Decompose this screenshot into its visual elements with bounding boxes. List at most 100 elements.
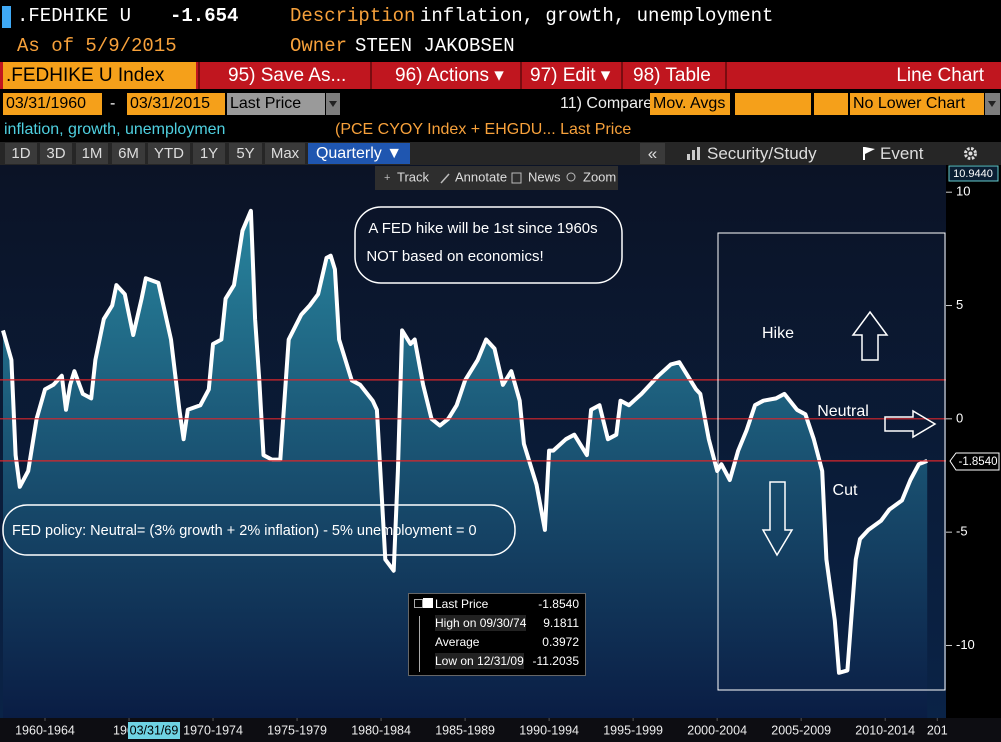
top-value-label: 10.9440 <box>953 168 993 180</box>
toolbar-button[interactable]: 95) Save As... <box>228 65 347 86</box>
security-study-button[interactable]: Security/Study <box>707 144 817 163</box>
status-block <box>2 6 11 28</box>
annotation: Neutral <box>817 403 869 420</box>
x-tick-label: 201 <box>927 723 948 737</box>
annotation: NOT based on economics! <box>366 248 543 265</box>
last-value-box <box>949 452 1000 471</box>
annotate-icon <box>440 173 450 184</box>
last-value-label: -1.8540 <box>958 456 997 468</box>
description-label: Description <box>290 5 416 27</box>
stat-label: Average <box>435 635 480 649</box>
mov-avgs[interactable]: Mov. Avgs <box>650 93 730 115</box>
x-tick-label: 1970-1974 <box>183 723 243 737</box>
x-tick-label: 1960-1964 <box>15 723 75 737</box>
period-button[interactable]: 1M <box>76 143 108 164</box>
flag-icon <box>863 147 875 160</box>
empty-field[interactable] <box>814 93 848 115</box>
tool-button[interactable]: Track <box>397 169 430 184</box>
callout <box>2 504 516 556</box>
dropdown-button[interactable] <box>985 93 1000 115</box>
start-date[interactable]: 03/31/1960 <box>3 93 102 115</box>
owner-label: Owner <box>290 35 348 57</box>
area <box>3 210 928 719</box>
annotation: FED policy: Neutral= (3% growth + 2% inf… <box>12 523 477 539</box>
event-button[interactable]: Event <box>880 144 924 163</box>
news-icon <box>511 172 522 184</box>
annotation: Cut <box>833 482 858 499</box>
dropdown-button[interactable] <box>326 93 340 115</box>
chart-tools <box>375 166 618 190</box>
y-tick-label: -5 <box>956 524 968 539</box>
up-arrow <box>851 310 889 361</box>
period-button[interactable]: 5Y <box>229 143 262 164</box>
ticker: .FEDHIKE U <box>17 5 132 27</box>
stat-label: Last Price <box>435 597 489 611</box>
x-tick-label: 1975-1979 <box>267 723 327 737</box>
as-of: As of 5/9/2015 <box>17 35 177 57</box>
stats-icon <box>419 616 420 672</box>
separator <box>621 62 623 89</box>
y-tick-label: -10 <box>956 637 975 652</box>
x-tick-label: 1995-1999 <box>603 723 663 737</box>
x-tick-label: 1985-1989 <box>435 723 495 737</box>
tool-button[interactable]: Annotate <box>455 169 507 184</box>
chart: -10-505101960-19641965-1970-19741975-197… <box>0 165 1001 742</box>
formula: (PCE CYOY Index + EHGDU... Last Price <box>335 121 632 138</box>
x-tick-label: 2005-2009 <box>771 723 831 737</box>
period-button[interactable]: 1Y <box>193 143 225 164</box>
y-tick-label: 10 <box>956 184 970 199</box>
annotation: A FED hike will be 1st since 1960s <box>368 220 597 237</box>
right-arrow <box>884 409 937 439</box>
tool-button[interactable]: News <box>528 169 561 184</box>
chart-type[interactable]: Line Chart <box>896 65 984 86</box>
stat-label: Low on 12/31/09 <box>435 653 524 669</box>
callout <box>354 206 623 284</box>
empty-field[interactable] <box>735 93 811 115</box>
frequency-select[interactable]: Quarterly ▼ <box>308 143 410 164</box>
zoom-icon <box>566 172 576 182</box>
date-separator: - <box>110 95 116 112</box>
top-value-box <box>948 165 999 182</box>
owner: STEEN JAKOBSEN <box>355 35 515 57</box>
series-name: inflation, growth, unemploymen <box>4 121 226 138</box>
period-button[interactable]: YTD <box>148 143 190 164</box>
stats-icon <box>414 599 423 608</box>
separator <box>198 62 200 89</box>
period-button[interactable]: 1D <box>5 143 37 164</box>
down-arrow <box>761 481 794 557</box>
collapse-button[interactable]: « <box>640 143 665 164</box>
period-button[interactable]: Max <box>265 143 305 164</box>
stats-box: Last Price -1.8540 High on 09/30/74 9.18… <box>408 593 586 676</box>
field-select[interactable]: Last Price <box>227 93 325 115</box>
description: inflation, growth, unemployment <box>420 5 774 27</box>
x-tick-label: 2010-2014 <box>855 723 915 737</box>
axis-background <box>946 165 1001 718</box>
stat-value: 9.1811 <box>543 616 579 630</box>
toolbar-button[interactable]: 96) Actions ▾ <box>395 65 504 86</box>
settings-button[interactable] <box>963 146 978 161</box>
stat-value: -11.2035 <box>532 654 579 668</box>
stats-icon <box>423 598 433 608</box>
y-tick-label: 5 <box>956 297 963 312</box>
track-icon: + <box>384 172 390 184</box>
separator <box>370 62 372 89</box>
compare-button[interactable]: 11) Compare <box>560 95 653 112</box>
price: -1.654 <box>170 5 239 27</box>
period-button[interactable]: 3D <box>40 143 72 164</box>
period-button[interactable]: 6M <box>112 143 145 164</box>
toolbar-button[interactable]: 97) Edit ▾ <box>530 65 611 86</box>
y-tick-label: 0 <box>956 410 963 425</box>
x-tick-label: 1980-1984 <box>351 723 411 737</box>
x-tick-label: 2000-2004 <box>687 723 747 737</box>
cursor-label: 03/31/69 <box>130 723 179 737</box>
stat-value: -1.8540 <box>538 597 579 611</box>
lower-chart[interactable]: No Lower Chart <box>850 93 984 115</box>
annotation: Hike <box>762 325 794 342</box>
security-field[interactable]: .FEDHIKE U Index <box>3 62 196 89</box>
toolbar-button[interactable]: 98) Table <box>633 65 711 86</box>
study-icon <box>687 147 700 160</box>
region-box <box>717 232 946 691</box>
end-date[interactable]: 03/31/2015 <box>127 93 225 115</box>
tool-button[interactable]: Zoom <box>583 169 616 184</box>
